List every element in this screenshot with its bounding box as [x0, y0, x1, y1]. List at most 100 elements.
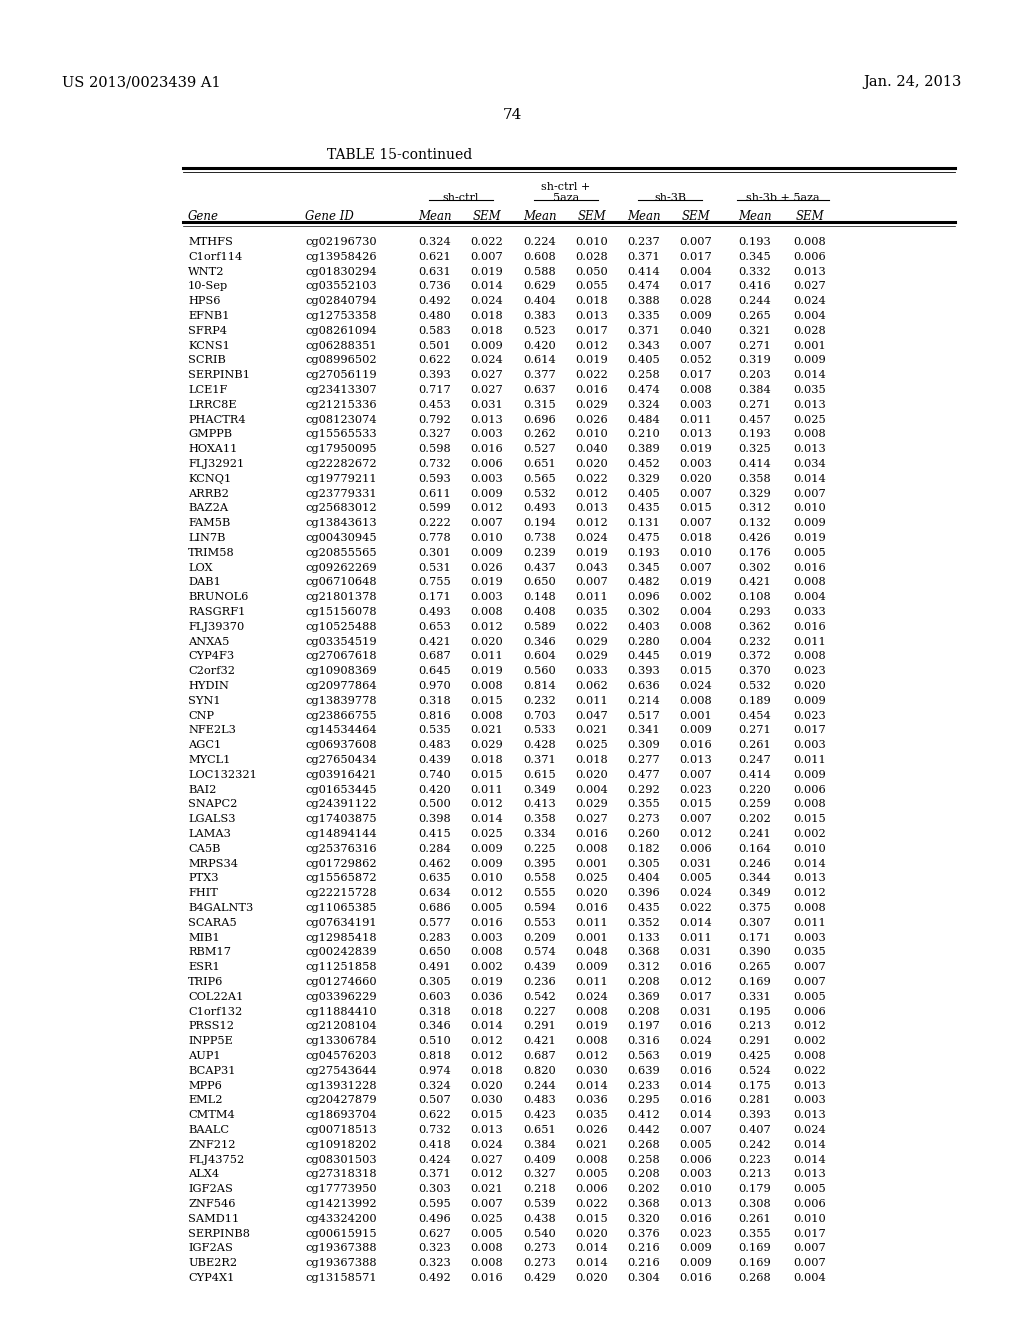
- Text: 0.012: 0.012: [471, 622, 504, 632]
- Text: 0.604: 0.604: [523, 651, 556, 661]
- Text: Mean: Mean: [627, 210, 660, 223]
- Text: 0.305: 0.305: [419, 977, 452, 987]
- Text: 0.334: 0.334: [523, 829, 556, 840]
- Text: 0.008: 0.008: [794, 577, 826, 587]
- Text: cg22215728: cg22215728: [305, 888, 377, 898]
- Text: 0.420: 0.420: [419, 784, 452, 795]
- Text: 0.003: 0.003: [794, 933, 826, 942]
- Text: sh-3b + 5aza: sh-3b + 5aza: [745, 193, 819, 203]
- Text: 0.565: 0.565: [523, 474, 556, 484]
- Text: 0.355: 0.355: [628, 800, 660, 809]
- Text: 0.010: 0.010: [680, 1184, 713, 1195]
- Text: cg00242839: cg00242839: [305, 948, 377, 957]
- Text: NFE2L3: NFE2L3: [188, 726, 236, 735]
- Text: cg03552103: cg03552103: [305, 281, 377, 292]
- Text: 0.629: 0.629: [523, 281, 556, 292]
- Text: 0.193: 0.193: [738, 429, 771, 440]
- Text: 0.477: 0.477: [628, 770, 660, 780]
- Text: 0.308: 0.308: [738, 1199, 771, 1209]
- Text: ARRB2: ARRB2: [188, 488, 229, 499]
- Text: 0.017: 0.017: [680, 281, 713, 292]
- Text: 0.820: 0.820: [523, 1065, 556, 1076]
- Text: 0.732: 0.732: [419, 459, 452, 469]
- Text: 0.005: 0.005: [471, 1229, 504, 1238]
- Text: 0.482: 0.482: [628, 577, 660, 587]
- Text: 0.260: 0.260: [628, 829, 660, 840]
- Text: 0.197: 0.197: [628, 1022, 660, 1031]
- Text: 0.016: 0.016: [680, 741, 713, 750]
- Text: 0.302: 0.302: [738, 562, 771, 573]
- Text: 0.001: 0.001: [794, 341, 826, 351]
- Text: TABLE 15-continued: TABLE 15-continued: [328, 148, 473, 162]
- Text: 0.025: 0.025: [794, 414, 826, 425]
- Text: 0.017: 0.017: [794, 1229, 826, 1238]
- Text: 0.717: 0.717: [419, 385, 452, 395]
- Text: 0.006: 0.006: [680, 1155, 713, 1164]
- Text: 0.014: 0.014: [680, 917, 713, 928]
- Text: 0.524: 0.524: [738, 1065, 771, 1076]
- Text: 0.025: 0.025: [471, 829, 504, 840]
- Text: FLJ32921: FLJ32921: [188, 459, 245, 469]
- Text: 0.012: 0.012: [471, 503, 504, 513]
- Text: 0.008: 0.008: [471, 1258, 504, 1269]
- Text: 0.358: 0.358: [738, 474, 771, 484]
- Text: 0.019: 0.019: [575, 1022, 608, 1031]
- Text: 0.244: 0.244: [738, 296, 771, 306]
- Text: 0.011: 0.011: [575, 977, 608, 987]
- Text: 0.009: 0.009: [680, 312, 713, 321]
- Text: 0.019: 0.019: [471, 267, 504, 277]
- Text: 0.013: 0.013: [794, 1170, 826, 1179]
- Text: 0.021: 0.021: [575, 726, 608, 735]
- Text: 0.621: 0.621: [419, 252, 452, 261]
- Text: 0.011: 0.011: [680, 414, 713, 425]
- Text: 0.013: 0.013: [471, 1125, 504, 1135]
- Text: 0.371: 0.371: [628, 326, 660, 335]
- Text: BAALC: BAALC: [188, 1125, 229, 1135]
- Text: 0.016: 0.016: [680, 1022, 713, 1031]
- Text: 0.008: 0.008: [471, 710, 504, 721]
- Text: 0.755: 0.755: [419, 577, 452, 587]
- Text: 0.005: 0.005: [575, 1170, 608, 1179]
- Text: 0.031: 0.031: [471, 400, 504, 409]
- Text: 0.009: 0.009: [471, 843, 504, 854]
- Text: 0.011: 0.011: [680, 933, 713, 942]
- Text: 0.019: 0.019: [471, 977, 504, 987]
- Text: 0.302: 0.302: [628, 607, 660, 616]
- Text: 0.018: 0.018: [471, 755, 504, 766]
- Text: 0.007: 0.007: [680, 238, 713, 247]
- Text: 0.171: 0.171: [419, 593, 452, 602]
- Text: 0.029: 0.029: [575, 800, 608, 809]
- Text: cg20855565: cg20855565: [305, 548, 377, 558]
- Text: 0.496: 0.496: [419, 1214, 452, 1224]
- Text: cg03354519: cg03354519: [305, 636, 377, 647]
- Text: 0.224: 0.224: [523, 238, 556, 247]
- Text: TRIP6: TRIP6: [188, 977, 223, 987]
- Text: MYCL1: MYCL1: [188, 755, 230, 766]
- Text: 0.194: 0.194: [523, 519, 556, 528]
- Text: 0.483: 0.483: [419, 741, 452, 750]
- Text: 0.637: 0.637: [523, 385, 556, 395]
- Text: 0.615: 0.615: [523, 770, 556, 780]
- Text: cg21215336: cg21215336: [305, 400, 377, 409]
- Text: SCARA5: SCARA5: [188, 917, 237, 928]
- Text: 0.015: 0.015: [794, 814, 826, 824]
- Text: 0.022: 0.022: [471, 238, 504, 247]
- Text: 0.271: 0.271: [738, 726, 771, 735]
- Text: 0.018: 0.018: [575, 755, 608, 766]
- Text: 0.208: 0.208: [628, 1007, 660, 1016]
- Text: cg13843613: cg13843613: [305, 519, 377, 528]
- Text: AGC1: AGC1: [188, 741, 221, 750]
- Text: cg13158571: cg13158571: [305, 1272, 377, 1283]
- Text: 0.280: 0.280: [628, 636, 660, 647]
- Text: 0.003: 0.003: [794, 1096, 826, 1105]
- Text: 0.500: 0.500: [419, 800, 452, 809]
- Text: 0.237: 0.237: [628, 238, 660, 247]
- Text: 0.018: 0.018: [471, 1065, 504, 1076]
- Text: FAM5B: FAM5B: [188, 519, 230, 528]
- Text: 0.273: 0.273: [628, 814, 660, 824]
- Text: 0.024: 0.024: [575, 533, 608, 543]
- Text: 0.239: 0.239: [523, 548, 556, 558]
- Text: cg15156078: cg15156078: [305, 607, 377, 616]
- Text: LAMA3: LAMA3: [188, 829, 230, 840]
- Text: 0.009: 0.009: [471, 548, 504, 558]
